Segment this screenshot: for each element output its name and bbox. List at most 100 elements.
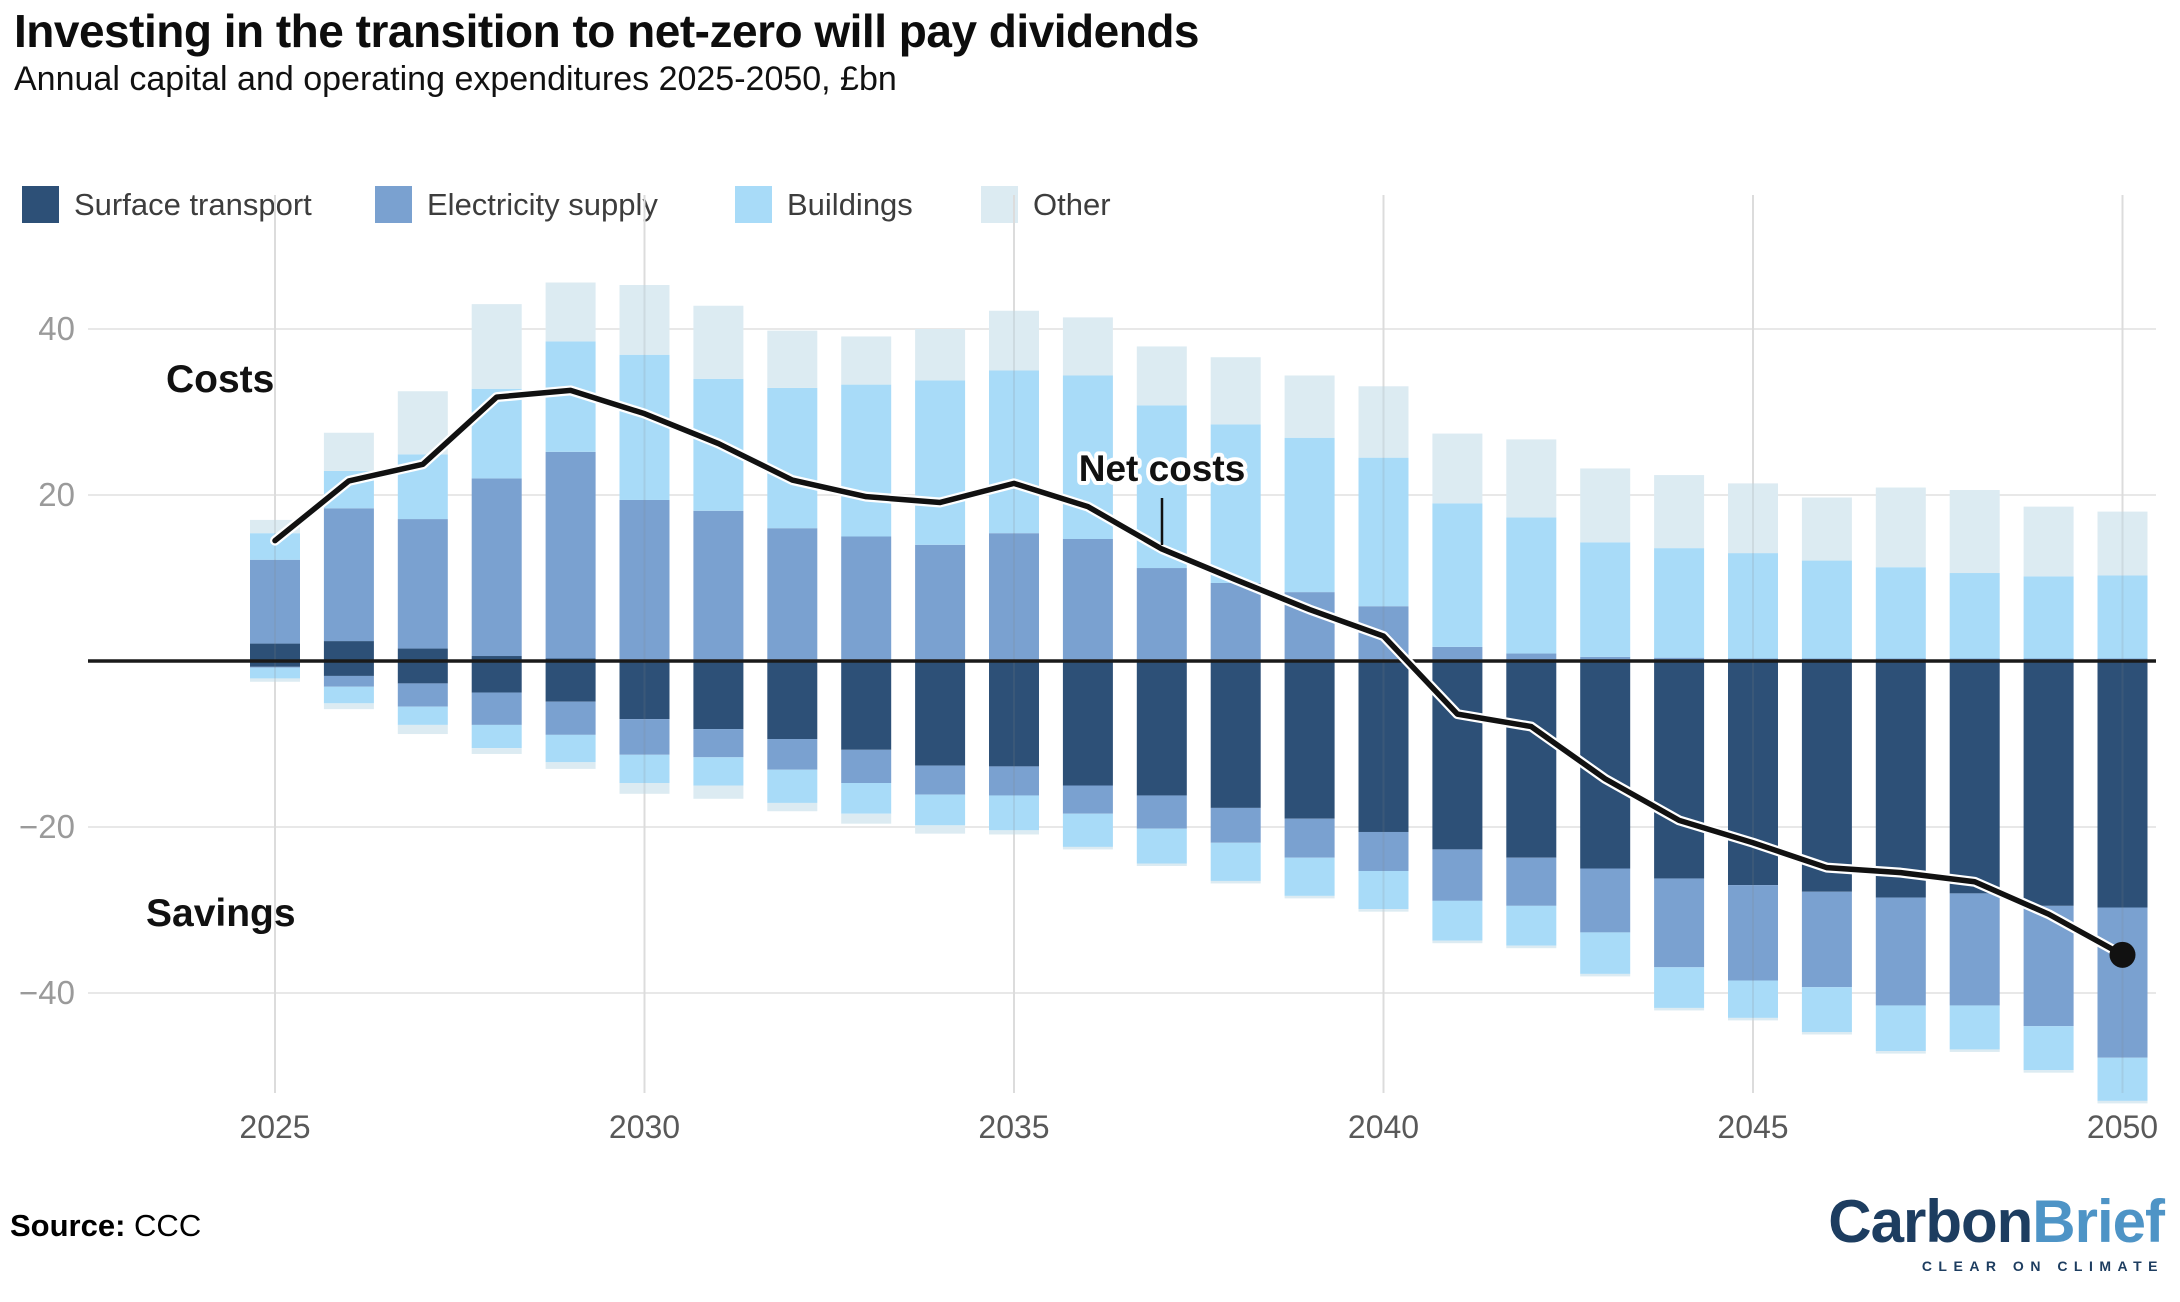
bar-segment-savings — [841, 783, 892, 814]
bar-segment-savings — [545, 701, 596, 735]
bar-segment-savings — [1284, 857, 1335, 896]
bar-segment-savings — [989, 766, 1039, 796]
bar-2028 — [471, 304, 522, 754]
bar-segment-savings — [1506, 905, 1557, 946]
bar-segment-savings — [2023, 661, 2074, 906]
bar-segment-savings — [1136, 661, 1187, 796]
bar-segment-costs — [545, 451, 596, 659]
bar-segment-costs — [545, 282, 596, 342]
other-swatch-icon — [981, 186, 1018, 223]
bar-2047 — [1875, 487, 1926, 1054]
bar-segment-costs — [1062, 317, 1113, 376]
bar-segment-costs — [2023, 576, 2074, 659]
bar-segment-costs — [397, 519, 448, 649]
bar-segment-savings — [545, 734, 596, 763]
bar-segment-savings — [693, 757, 744, 786]
bar-segment-savings — [1506, 661, 1557, 858]
bar-segment-savings — [1654, 878, 1705, 968]
bar-2043 — [1580, 468, 1631, 977]
bar-segment-savings — [619, 661, 670, 720]
legend-label: Buildings — [787, 186, 913, 222]
bar-segment-savings — [1358, 870, 1409, 910]
bar-segment-savings — [323, 675, 374, 687]
bar-2038 — [1210, 357, 1261, 884]
bar-2046 — [1801, 497, 1852, 1035]
bar-2030 — [619, 285, 670, 794]
bar-segment-costs — [1358, 386, 1409, 458]
bar-segment-savings — [915, 825, 966, 834]
bar-2029 — [545, 282, 596, 769]
bar-segment-savings — [2097, 661, 2148, 908]
bar-segment-savings — [1728, 885, 1778, 981]
bar-segment-costs — [619, 499, 670, 660]
bar-segment-costs — [1875, 487, 1926, 568]
bar-segment-costs — [841, 336, 892, 385]
bar-segment-savings — [619, 783, 670, 794]
x-tick-label: 2030 — [609, 1109, 680, 1145]
bar-segment-savings — [2097, 1057, 2148, 1101]
bar-segment-savings — [250, 666, 300, 668]
bar-segment-savings — [1801, 1032, 1852, 1035]
legend-label: Electricity supply — [427, 186, 658, 222]
bar-segment-costs — [1284, 375, 1335, 438]
legend-label: Other — [1033, 186, 1111, 222]
bar-segment-savings — [250, 667, 300, 679]
bar-segment-savings — [1284, 818, 1335, 858]
carbonbrief-logo: CarbonBrief CLEAR ON CLIMATE — [1828, 1192, 2165, 1275]
bar-segment-costs — [767, 528, 818, 660]
y-tick-label: −20 — [19, 808, 75, 845]
bar-segment-costs — [1949, 573, 2000, 659]
bar-segment-costs — [323, 641, 374, 661]
bar-segment-savings — [545, 762, 596, 769]
bar-2034 — [915, 329, 966, 834]
bar-segment-savings — [1358, 661, 1409, 832]
bar-segment-costs — [471, 478, 522, 657]
bar-segment-costs — [1210, 582, 1261, 660]
bar-segment-savings — [1728, 1017, 1778, 1021]
bar-segment-costs — [1506, 439, 1557, 518]
bar-segment-costs — [915, 544, 966, 660]
bar-segment-costs — [693, 305, 744, 379]
bar-segment-costs — [2097, 511, 2148, 576]
bar-segment-savings — [1654, 1007, 1705, 1011]
page-subtitle: Annual capital and operating expenditure… — [14, 60, 897, 98]
bar-segment-costs — [915, 329, 966, 381]
bar-segment-savings — [1136, 828, 1187, 864]
bar-segment-savings — [767, 739, 818, 770]
bar-segment-savings — [1580, 932, 1631, 974]
legend-item-other: Other — [981, 186, 1111, 223]
bar-segment-savings — [1801, 661, 1852, 892]
bar-segment-savings — [323, 686, 374, 704]
bar-segment-savings — [1654, 967, 1705, 1008]
legend-item-surface-transport: Surface transport — [22, 186, 312, 223]
bar-segment-costs — [619, 285, 670, 355]
bar-segment-savings — [471, 692, 522, 725]
bar-segment-costs — [250, 643, 300, 661]
bar-segment-costs — [1062, 538, 1113, 660]
bar-2026 — [323, 432, 374, 710]
legend-item-buildings: Buildings — [735, 186, 913, 223]
bar-2031 — [693, 305, 744, 799]
bar-segment-savings — [1432, 849, 1483, 901]
bar-segment-costs — [693, 510, 744, 660]
bar-segment-costs — [1284, 437, 1335, 593]
bar-segment-costs — [1654, 475, 1705, 549]
bar-segment-savings — [1136, 863, 1187, 867]
x-tick-label: 2050 — [2087, 1109, 2158, 1145]
bar-segment-savings — [1210, 842, 1261, 881]
bar-segment-savings — [397, 661, 448, 684]
bar-segment-savings — [915, 794, 966, 826]
bar-segment-savings — [250, 661, 300, 667]
bar-segment-savings — [1949, 661, 2000, 894]
bar-segment-costs — [250, 559, 300, 644]
bar-segment-savings — [841, 813, 892, 824]
bar-segment-savings — [250, 678, 300, 682]
bar-2032 — [767, 330, 818, 812]
bar-segment-costs — [1580, 542, 1631, 657]
y-tick-label: −40 — [19, 974, 75, 1011]
bar-segment-savings — [1875, 1051, 1926, 1054]
bar-segment-savings — [1949, 1049, 2000, 1052]
bar-segment-savings — [1875, 1005, 1926, 1052]
bar-2049 — [2023, 506, 2074, 1073]
net-costs-annotation: Net costs — [1079, 448, 1246, 489]
